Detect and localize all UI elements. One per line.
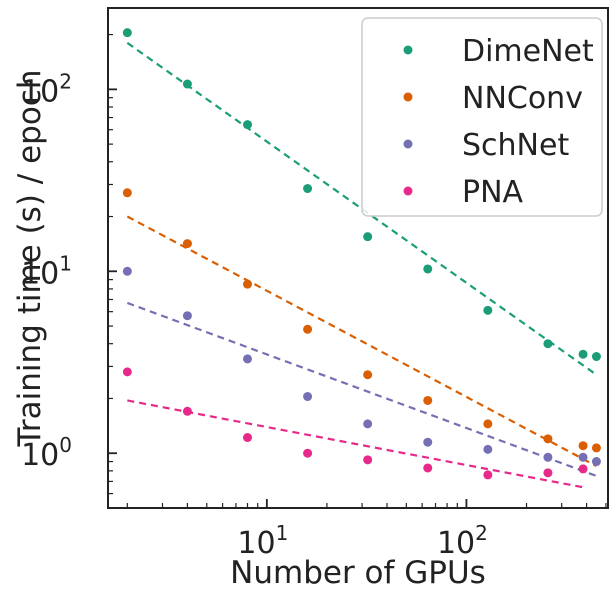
data-point-schnet	[363, 419, 373, 429]
data-point-dimenet	[543, 339, 553, 349]
data-point-schnet	[543, 452, 553, 462]
y-axis-title: Training time (s) / epoch	[12, 70, 48, 448]
data-point-nnconv	[122, 188, 132, 198]
data-point-pna	[363, 455, 373, 465]
y-tick-label: 102	[21, 69, 72, 109]
data-point-schnet	[591, 457, 601, 467]
fit-lines	[126, 42, 598, 489]
legend: DimeNet NNConv SchNet PNA	[361, 17, 603, 217]
data-point-nnconv	[182, 239, 192, 249]
data-point-nnconv	[243, 279, 253, 289]
data-point-pna	[543, 468, 553, 478]
data-point-dimenet	[591, 352, 601, 362]
data-point-pna	[423, 463, 433, 473]
x-tick-label: 101	[237, 521, 288, 561]
data-point-pna	[243, 433, 253, 443]
legend-box	[361, 17, 603, 217]
data-point-pna	[182, 406, 192, 416]
legend-marker-pna	[403, 186, 413, 196]
legend-label-pna: PNA	[462, 175, 524, 210]
axis-ticks: 101 102 100 101 102	[21, 33, 607, 561]
data-point-dimenet	[423, 264, 433, 274]
data-point-pna	[303, 448, 313, 458]
legend-marker-dimenet	[403, 45, 413, 55]
data-point-schnet	[303, 392, 313, 402]
legend-label-dimenet: DimeNet	[462, 34, 594, 69]
data-point-nnconv	[578, 441, 588, 451]
legend-marker-schnet	[403, 139, 413, 149]
x-tick-label: 102	[437, 521, 488, 561]
data-point-schnet	[483, 444, 493, 454]
data-point-dimenet	[303, 184, 313, 194]
x-axis-title: Number of GPUs	[230, 555, 486, 591]
data-point-pna	[578, 464, 588, 474]
data-point-nnconv	[303, 324, 313, 334]
data-point-dimenet	[243, 120, 253, 130]
data-point-nnconv	[423, 395, 433, 405]
data-point-nnconv	[591, 443, 601, 453]
data-point-schnet	[578, 452, 588, 462]
data-point-nnconv	[363, 370, 373, 380]
data-points	[122, 28, 601, 480]
plot-frame	[107, 7, 609, 509]
data-point-dimenet	[483, 305, 493, 315]
y-tick-label: 101	[21, 251, 72, 291]
data-point-schnet	[122, 266, 132, 276]
fit-line-pna	[127, 399, 584, 489]
fit-line-nnconv	[126, 215, 597, 468]
data-point-dimenet	[122, 28, 132, 38]
data-point-schnet	[423, 437, 433, 447]
data-point-nnconv	[483, 419, 493, 429]
data-point-schnet	[243, 354, 253, 364]
fit-line-schnet	[126, 301, 597, 477]
data-point-schnet	[182, 311, 192, 321]
data-point-pna	[122, 367, 132, 377]
data-point-dimenet	[578, 349, 588, 359]
legend-label-nnconv: NNConv	[462, 81, 583, 116]
legend-label-schnet: SchNet	[462, 128, 569, 163]
y-tick-label: 100	[21, 433, 72, 473]
legend-marker-nnconv	[403, 92, 413, 102]
data-point-dimenet	[182, 79, 192, 89]
data-point-dimenet	[363, 232, 373, 242]
data-point-pna	[483, 470, 493, 480]
data-point-nnconv	[543, 434, 553, 444]
